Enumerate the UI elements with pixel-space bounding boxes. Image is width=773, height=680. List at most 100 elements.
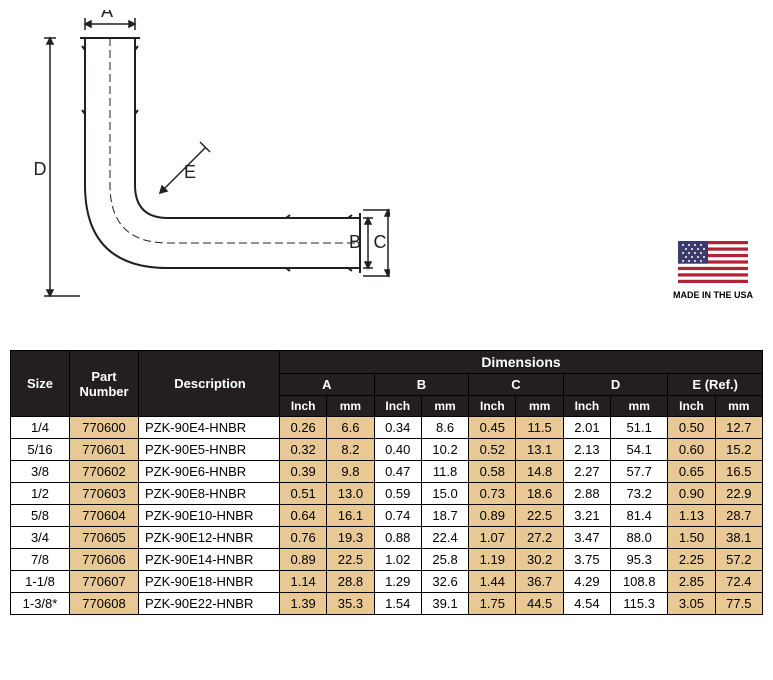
cell-E_mm: 16.5 [715,461,762,483]
th-e-in: Inch [668,396,715,417]
th-desc: Description [139,351,280,417]
cell-D_mm: 81.4 [611,505,668,527]
cell-A_in: 0.32 [280,439,327,461]
cell-C_mm: 13.1 [516,439,563,461]
table-row: 3/8770602PZK-90E6-HNBR0.399.80.4711.80.5… [11,461,763,483]
cell-D_mm: 108.8 [611,571,668,593]
cell-E_mm: 72.4 [715,571,762,593]
cell-B_mm: 25.8 [421,549,468,571]
dim-label-d: D [34,159,47,179]
cell-size: 3/4 [11,527,70,549]
cell-E_in: 3.05 [668,593,715,615]
cell-E_mm: 15.2 [715,439,762,461]
th-dims: Dimensions [280,351,763,374]
cell-A_in: 1.39 [280,593,327,615]
top-section: A D E B C [10,10,763,330]
cell-part: 770603 [70,483,139,505]
th-d: D [563,374,668,396]
cell-B_mm: 22.4 [421,527,468,549]
cell-C_mm: 11.5 [516,417,563,439]
cell-part: 770602 [70,461,139,483]
th-c: C [469,374,564,396]
table-row: 3/4770605PZK-90E12-HNBR0.7619.30.8822.41… [11,527,763,549]
cell-E_mm: 22.9 [715,483,762,505]
cell-A_mm: 28.8 [327,571,374,593]
cell-part: 770605 [70,527,139,549]
th-c-mm: mm [516,396,563,417]
cell-A_in: 0.64 [280,505,327,527]
cell-size: 1-3/8* [11,593,70,615]
cell-C_mm: 36.7 [516,571,563,593]
cell-C_mm: 18.6 [516,483,563,505]
cell-C_in: 1.19 [469,549,516,571]
th-d-in: Inch [563,396,610,417]
th-c-in: Inch [469,396,516,417]
cell-E_mm: 12.7 [715,417,762,439]
cell-A_in: 0.89 [280,549,327,571]
cell-C_mm: 27.2 [516,527,563,549]
flag-container: MADE IN THE USA [673,241,753,300]
dim-label-a: A [101,10,113,21]
cell-size: 7/8 [11,549,70,571]
cell-part: 770606 [70,549,139,571]
table-row: 1/4770600PZK-90E4-HNBR0.266.60.348.60.45… [11,417,763,439]
cell-D_mm: 95.3 [611,549,668,571]
cell-size: 1/4 [11,417,70,439]
cell-desc: PZK-90E14-HNBR [139,549,280,571]
cell-size: 1/2 [11,483,70,505]
table-row: 1-1/8770607PZK-90E18-HNBR1.1428.81.2932.… [11,571,763,593]
cell-C_in: 0.58 [469,461,516,483]
cell-desc: PZK-90E6-HNBR [139,461,280,483]
cell-C_in: 1.44 [469,571,516,593]
cell-A_in: 0.39 [280,461,327,483]
cell-C_in: 0.45 [469,417,516,439]
cell-B_mm: 10.2 [421,439,468,461]
cell-D_in: 3.47 [563,527,610,549]
cell-B_mm: 8.6 [421,417,468,439]
th-part: Part Number [70,351,139,417]
cell-E_in: 2.85 [668,571,715,593]
cell-desc: PZK-90E8-HNBR [139,483,280,505]
cell-B_in: 1.54 [374,593,421,615]
cell-E_in: 0.50 [668,417,715,439]
th-b-in: Inch [374,396,421,417]
cell-E_in: 1.13 [668,505,715,527]
cell-A_mm: 22.5 [327,549,374,571]
cell-desc: PZK-90E10-HNBR [139,505,280,527]
cell-D_in: 2.88 [563,483,610,505]
cell-E_in: 1.50 [668,527,715,549]
th-e-mm: mm [715,396,762,417]
cell-E_in: 0.90 [668,483,715,505]
cell-D_mm: 73.2 [611,483,668,505]
cell-A_in: 0.26 [280,417,327,439]
cell-D_in: 4.29 [563,571,610,593]
cell-A_mm: 9.8 [327,461,374,483]
cell-size: 1-1/8 [11,571,70,593]
cell-D_in: 2.27 [563,461,610,483]
table-row: 5/16770601PZK-90E5-HNBR0.328.20.4010.20.… [11,439,763,461]
cell-A_mm: 6.6 [327,417,374,439]
cell-B_in: 0.59 [374,483,421,505]
th-e: E (Ref.) [668,374,763,396]
cell-B_mm: 39.1 [421,593,468,615]
th-b: B [374,374,469,396]
dim-label-b: B [349,232,361,252]
cell-E_mm: 28.7 [715,505,762,527]
cell-E_mm: 77.5 [715,593,762,615]
cell-B_in: 0.40 [374,439,421,461]
cell-C_mm: 22.5 [516,505,563,527]
dim-label-e: E [184,162,196,182]
cell-B_mm: 32.6 [421,571,468,593]
cell-B_in: 0.74 [374,505,421,527]
cell-B_in: 0.88 [374,527,421,549]
cell-size: 5/16 [11,439,70,461]
cell-B_mm: 11.8 [421,461,468,483]
cell-C_in: 1.75 [469,593,516,615]
cell-A_in: 0.76 [280,527,327,549]
cell-part: 770607 [70,571,139,593]
cell-B_in: 0.47 [374,461,421,483]
cell-E_mm: 57.2 [715,549,762,571]
usa-flag-icon [678,241,748,283]
cell-E_in: 0.60 [668,439,715,461]
th-d-mm: mm [611,396,668,417]
